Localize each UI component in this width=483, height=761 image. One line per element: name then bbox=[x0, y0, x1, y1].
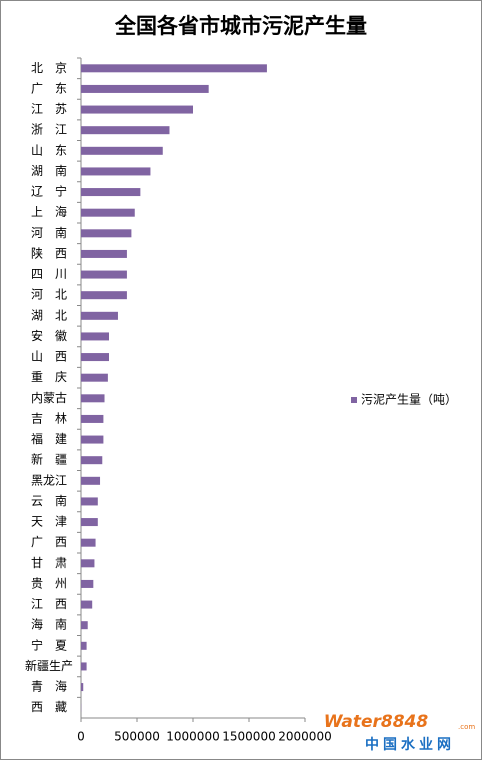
y-tick-label: 新疆生产 bbox=[25, 658, 73, 673]
bar bbox=[81, 105, 193, 114]
y-tick-label: 江 西 bbox=[31, 597, 67, 611]
bar bbox=[81, 456, 103, 465]
y-tick-label: 河 北 bbox=[31, 288, 67, 302]
legend-label: 污泥产生量（吨） bbox=[361, 393, 457, 407]
x-tick-label: 0 bbox=[77, 730, 85, 744]
chart-title: 全国各省市城市污泥产生量 bbox=[114, 14, 367, 38]
y-tick-label: 四 川 bbox=[31, 267, 67, 281]
bar bbox=[81, 332, 109, 341]
y-tick-label: 甘 肃 bbox=[31, 556, 67, 570]
y-tick-label: 陕 西 bbox=[31, 245, 67, 260]
bar bbox=[81, 497, 98, 506]
y-tick-label: 湖 南 bbox=[31, 163, 67, 178]
bar bbox=[81, 538, 96, 547]
legend-swatch bbox=[351, 397, 357, 403]
bar bbox=[81, 208, 135, 217]
bar bbox=[81, 167, 151, 176]
bar bbox=[81, 311, 118, 320]
bar bbox=[81, 662, 87, 671]
y-tick-label: 江 苏 bbox=[31, 102, 67, 116]
bar bbox=[81, 188, 141, 197]
y-tick-label: 重 庆 bbox=[31, 370, 67, 384]
bar bbox=[81, 641, 87, 650]
bar bbox=[81, 579, 94, 588]
bar bbox=[81, 249, 127, 258]
y-tick-label: 安 徽 bbox=[31, 328, 67, 343]
x-tick-label: 2000000 bbox=[278, 730, 331, 744]
bar bbox=[81, 64, 267, 73]
y-tick-label: 广 西 bbox=[31, 535, 67, 549]
bar bbox=[81, 291, 127, 300]
y-tick-label: 贵 州 bbox=[31, 576, 67, 590]
bar bbox=[81, 353, 109, 362]
y-tick-label: 浙 江 bbox=[31, 123, 67, 137]
bar bbox=[81, 435, 104, 444]
watermark-brand: Water8848 bbox=[324, 712, 429, 732]
y-tick-label: 福 建 bbox=[31, 431, 67, 446]
bar bbox=[81, 559, 95, 568]
bar bbox=[81, 394, 105, 403]
y-tick-label: 新 疆 bbox=[31, 452, 67, 467]
bar bbox=[81, 414, 104, 423]
y-tick-label: 北 京 bbox=[31, 61, 67, 75]
y-tick-label: 云 南 bbox=[31, 493, 67, 508]
bar bbox=[81, 476, 101, 485]
bar bbox=[81, 270, 127, 279]
bar bbox=[81, 373, 108, 382]
bar bbox=[81, 621, 88, 630]
y-tick-label: 吉 林 bbox=[31, 411, 67, 425]
y-tick-label: 内蒙古 bbox=[31, 390, 67, 405]
y-tick-label: 西 藏 bbox=[31, 700, 67, 714]
y-tick-label: 山 东 bbox=[31, 143, 67, 157]
watermark-site: 中国水业网 bbox=[365, 736, 455, 753]
watermark-domain: .com bbox=[458, 723, 475, 731]
y-tick-label: 天 津 bbox=[31, 515, 67, 529]
y-tick-label: 广 东 bbox=[31, 81, 67, 95]
bar bbox=[81, 683, 84, 692]
bar bbox=[81, 600, 93, 609]
x-tick-label: 1000000 bbox=[166, 730, 219, 744]
y-tick-label: 上 海 bbox=[31, 204, 67, 219]
bar bbox=[81, 146, 163, 155]
bar bbox=[81, 229, 132, 238]
bar bbox=[81, 518, 98, 527]
y-tick-label: 湖 北 bbox=[31, 307, 67, 322]
y-tick-label: 宁 夏 bbox=[31, 637, 67, 652]
y-tick-label: 辽 宁 bbox=[31, 184, 67, 199]
x-tick-label: 1500000 bbox=[222, 730, 275, 744]
y-tick-label: 黑龙江 bbox=[31, 473, 67, 487]
y-tick-label: 山 西 bbox=[31, 350, 67, 364]
bar bbox=[81, 84, 209, 93]
y-tick-label: 青 海 bbox=[31, 679, 67, 694]
y-tick-label: 河 南 bbox=[31, 225, 67, 240]
y-tick-label: 海 南 bbox=[31, 617, 67, 632]
x-tick-label: 500000 bbox=[114, 730, 160, 744]
bar bbox=[81, 126, 170, 135]
